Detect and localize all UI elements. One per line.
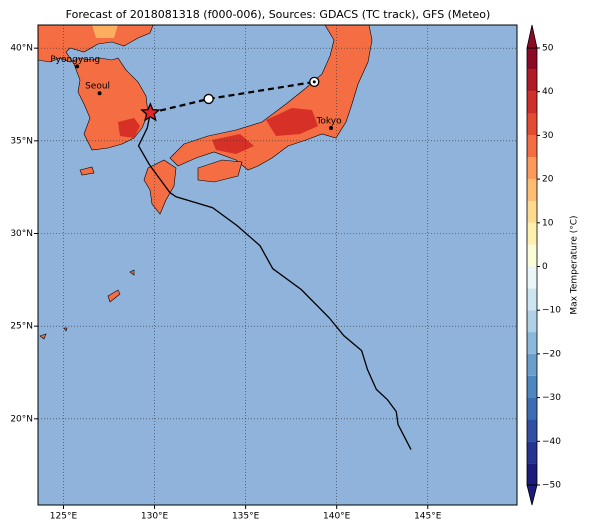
colorbar-tick-label: 0 — [542, 262, 548, 272]
map-frame — [37, 24, 518, 506]
forecast-point-inner — [312, 80, 316, 84]
colorbar-segment — [527, 157, 537, 180]
colorbar-tick-label: −10 — [542, 306, 561, 316]
x-tick-label: 130°E — [141, 512, 169, 522]
colorbar-tick-label: 40 — [542, 87, 554, 97]
city-dot — [329, 126, 334, 131]
colorbar-tick-label: 20 — [542, 175, 554, 185]
y-tick-label: 40°N — [10, 44, 33, 54]
city-label: Tokyo — [315, 117, 342, 127]
colorbar-segment — [527, 48, 537, 70]
colorbar-segment — [527, 310, 537, 333]
y-tick-label: 25°N — [10, 322, 33, 332]
colorbar-tick-label: −30 — [542, 393, 561, 403]
x-tick-label: 135°E — [232, 512, 260, 522]
colorbar-segment — [527, 69, 537, 92]
city-label: Pyongyang — [50, 55, 100, 65]
mainland — [38, 25, 154, 151]
colorbar-tick-label: −20 — [542, 349, 561, 359]
city-label: Seoul — [85, 82, 110, 92]
x-tick-label: 125°E — [50, 512, 78, 522]
islands — [39, 269, 135, 340]
warm-region — [92, 25, 118, 38]
colorbar-tick-label: 10 — [542, 218, 554, 228]
hot-region — [118, 118, 140, 138]
storm-track — [137, 112, 412, 450]
colorbar-label: Max Temperature (°C) — [570, 215, 580, 314]
y-tick-label: 30°N — [10, 229, 33, 239]
colorbar-extend-bottom — [526, 484, 538, 506]
colorbar-tick-label: 50 — [542, 44, 554, 54]
colorbar-segment — [527, 244, 537, 267]
x-tick-label: 145°E — [414, 512, 442, 522]
land-layer — [38, 25, 373, 340]
colorbar-segment — [527, 463, 537, 485]
current-position — [140, 102, 161, 122]
shikoku — [197, 159, 243, 183]
colorbar-segment — [527, 441, 537, 464]
city-dot — [97, 91, 102, 96]
colorbar-tick-label: −50 — [542, 481, 561, 491]
colorbar-segment — [527, 135, 537, 158]
hot-region — [212, 134, 254, 154]
x-tick-label: 140°E — [323, 512, 351, 522]
colorbar-segment — [527, 397, 537, 420]
colorbar-segment — [527, 332, 537, 354]
colorbar-segment — [527, 179, 537, 201]
colorbar-extend-top — [526, 24, 538, 49]
colorbar-segment — [527, 113, 537, 136]
y-tick-label: 35°N — [10, 136, 33, 146]
y-tick-label: 20°N — [10, 414, 33, 424]
colorbar-segment — [527, 419, 537, 442]
map-overlay: Pyongyang Seoul Tokyo — [38, 25, 517, 505]
jeju — [79, 166, 95, 176]
map-title: Forecast of 2018081318 (f000-006), Sourc… — [66, 8, 491, 21]
colorbar-segment — [527, 353, 537, 376]
colorbar-segment — [527, 266, 537, 289]
colorbar-segment — [527, 200, 537, 223]
colorbar-segment — [527, 288, 537, 311]
colorbar-segment — [527, 91, 537, 114]
forecast-track — [150, 80, 315, 114]
kyushu — [143, 159, 177, 215]
colorbar-segment — [527, 222, 537, 245]
forecast-point — [203, 93, 214, 105]
colorbar-tick-label: −40 — [542, 437, 561, 447]
hot-region — [266, 108, 318, 136]
colorbar-segment — [527, 375, 537, 398]
hokkaido-honshu — [169, 25, 373, 171]
city-dot — [75, 64, 80, 69]
colorbar-tick-label: 30 — [542, 131, 554, 141]
